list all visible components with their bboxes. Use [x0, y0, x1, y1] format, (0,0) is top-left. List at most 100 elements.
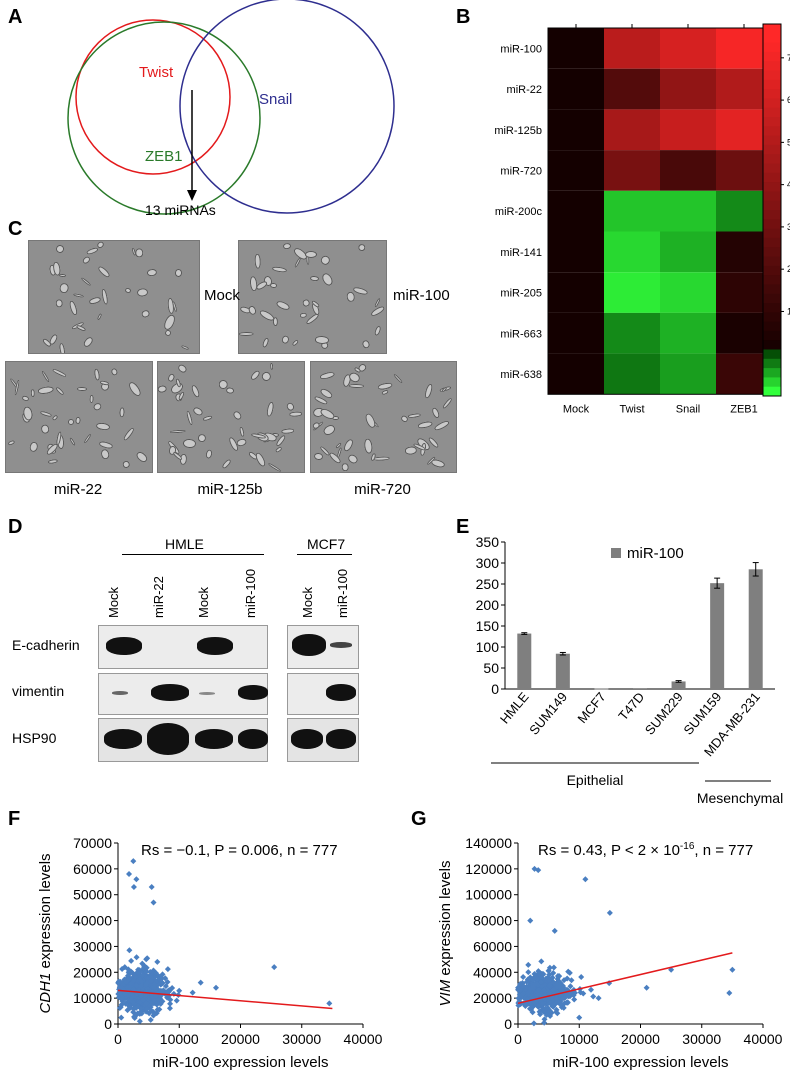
cell-shape: [146, 268, 158, 277]
colorbar-segment: [763, 265, 781, 276]
cell-shape: [55, 299, 63, 308]
cell-shape: [48, 458, 59, 465]
cell-shape: [441, 396, 453, 410]
venn-result-label: 13 miRNAs: [145, 202, 216, 218]
scatter-point: [138, 1010, 145, 1017]
cell-shape: [271, 265, 287, 274]
blot-band: [199, 692, 215, 695]
cell-shape: [191, 405, 204, 417]
scatter-point: [538, 958, 545, 965]
scatter-point: [152, 992, 159, 999]
scatter-point: [541, 1019, 548, 1026]
cell-shape: [81, 255, 92, 266]
scatter-point: [555, 982, 562, 989]
scatter-point: [550, 986, 557, 993]
heatmap-cell: [660, 150, 716, 191]
cell-shape: [374, 325, 383, 336]
scatter-point: [148, 1008, 155, 1015]
x-tick-label: MCF7: [574, 689, 608, 726]
blot-row-label: HSP90: [12, 730, 57, 746]
scatter-point: [560, 984, 567, 991]
scatter-point: [134, 978, 141, 985]
scatter-point: [539, 984, 546, 991]
y-tick-label: 40000: [473, 964, 512, 980]
zeb1-label: ZEB1: [145, 148, 183, 165]
scatter-point: [143, 1000, 150, 1007]
cell-shape: [341, 462, 350, 472]
blot-band: [291, 729, 323, 749]
heatmap-cell: [660, 109, 716, 151]
x-tick-label: 0: [514, 1031, 522, 1047]
blot-hsp90-mcf7: [287, 718, 359, 762]
scatter-vim: 0 20000 40000 60000 80000 100000 120000 140000 0…: [437, 835, 783, 1071]
scatter-point: [550, 970, 557, 977]
scatter-point: [553, 995, 560, 1002]
cell-shape: [55, 243, 66, 254]
scatter-point: [139, 960, 146, 967]
legend-label: miR-100: [627, 545, 684, 562]
cell-shape: [164, 329, 173, 338]
cell-shape: [158, 384, 168, 393]
scatter-point: [549, 974, 556, 981]
cell-shape: [73, 292, 85, 299]
heatmap-cell: [604, 353, 660, 395]
scatter-point: [555, 979, 562, 986]
colorbar-segment: [763, 228, 781, 239]
heatmap-row-label: miR-205: [500, 288, 542, 300]
blot-band: [112, 691, 128, 695]
scatter-point: [561, 977, 568, 984]
scatter-point: [519, 979, 526, 986]
x-tick-label: 20000: [621, 1031, 660, 1047]
y-axis-label: Relative miR-100 levels: [465, 550, 466, 697]
blot-band: [326, 729, 356, 749]
cell-shape: [99, 448, 111, 461]
scatter-point: [516, 994, 523, 1001]
colorbar-segment: [763, 163, 781, 174]
cell-shape: [76, 324, 87, 333]
cell-shape: [7, 440, 16, 447]
y-tick-label: 10000: [73, 990, 112, 1006]
scatter-point: [580, 990, 587, 997]
colorbar-segment: [763, 61, 781, 71]
snail-label: Snail: [259, 91, 293, 108]
scatter-point: [197, 979, 204, 986]
colorbar-segment: [763, 275, 781, 285]
scatter-point: [150, 967, 157, 974]
y-tick-label: 30000: [73, 938, 112, 954]
heatmap-row-label: miR-22: [507, 84, 542, 96]
cell-shape: [364, 412, 378, 430]
scatter-point: [530, 976, 537, 983]
scatter-point: [130, 998, 137, 1005]
colorbar-segment: [763, 377, 781, 388]
scatter-point: [546, 982, 553, 989]
heatmap-cell: [548, 68, 604, 110]
cell-shape: [305, 250, 318, 258]
colorbar-segment: [763, 42, 781, 53]
micrograph-mir720: [310, 361, 457, 473]
colorbar-segment: [763, 358, 781, 369]
cell-shape: [182, 438, 196, 448]
scatter-point: [162, 975, 169, 982]
heatmap-col-label: Twist: [619, 403, 644, 415]
scatter-point: [136, 1018, 143, 1025]
caption-mir720: miR-720: [354, 481, 411, 498]
blot-band: [330, 642, 352, 648]
regression-line: [517, 952, 733, 1005]
scatter-point: [535, 867, 542, 874]
blot-vim-mcf7: [287, 673, 359, 715]
y-axis-label: CDH1 expression levels: [37, 853, 54, 1013]
colorbar-segment: [763, 349, 781, 360]
micrograph-mock: [28, 240, 200, 354]
cell-shape: [190, 383, 201, 398]
cell-shape: [272, 317, 279, 327]
scatter-point: [153, 1010, 160, 1017]
scatter-point: [157, 987, 164, 994]
cell-shape: [265, 400, 275, 417]
scatter-point: [144, 1005, 151, 1012]
micrograph-mir22: [5, 361, 153, 473]
scatter-point: [571, 996, 578, 1003]
scatter-point: [546, 977, 553, 984]
scatter-point: [576, 1014, 583, 1021]
legend-swatch: [611, 548, 621, 558]
heatmap-cell: [660, 68, 716, 110]
